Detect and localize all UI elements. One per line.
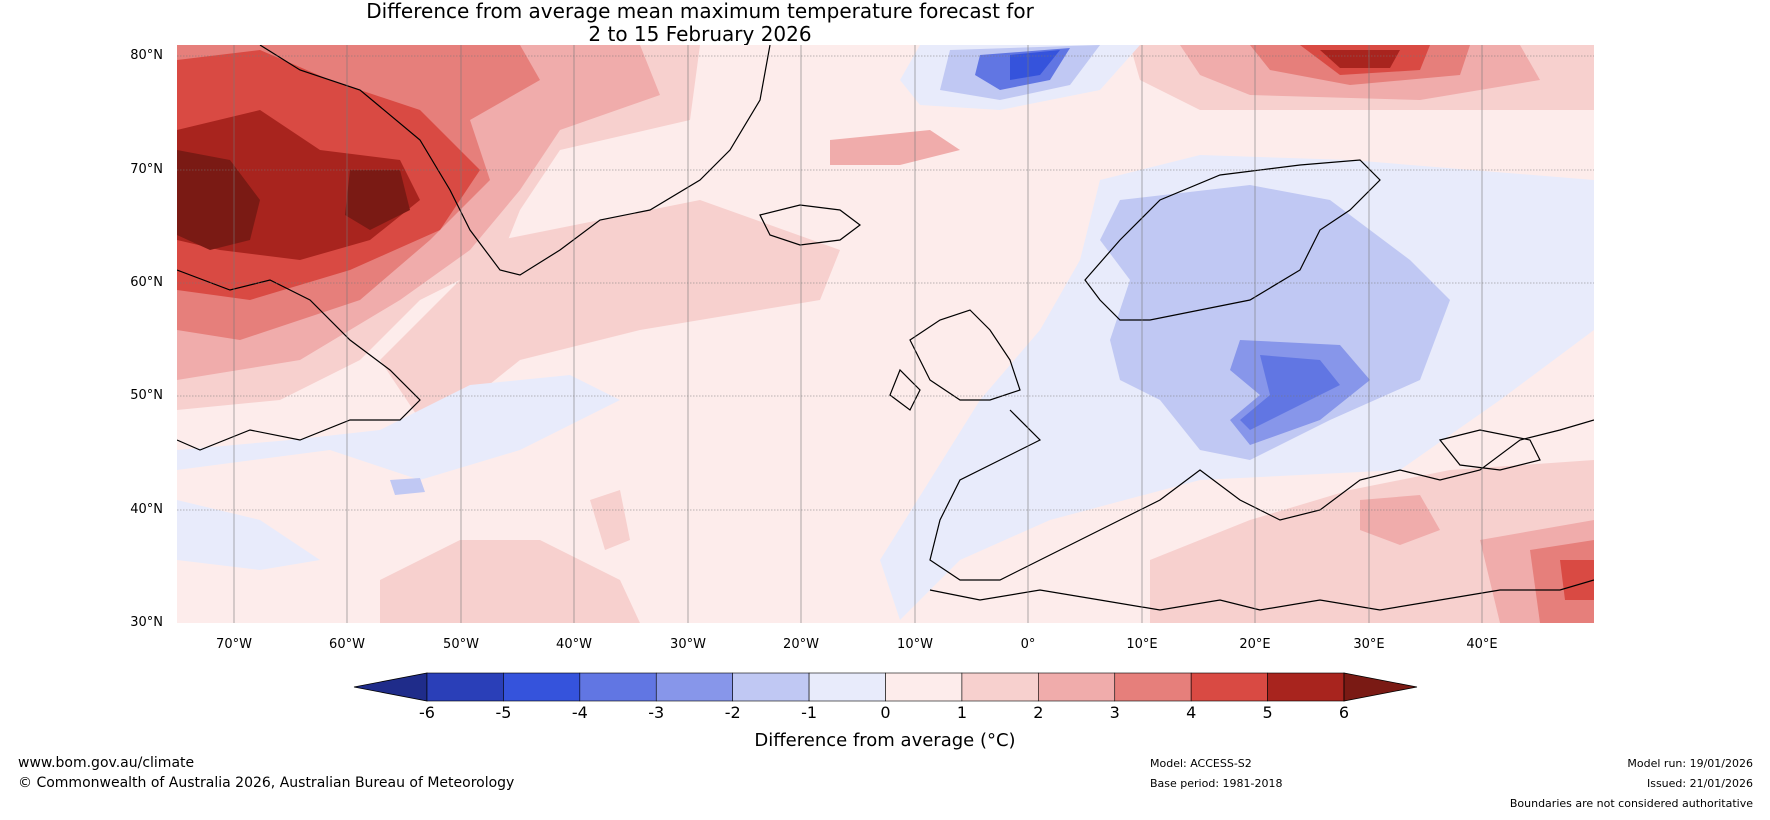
meridians [233, 45, 1483, 623]
footer-model-run: Model run: 19/01/2026 [1627, 757, 1753, 770]
colorbar-tick-label: -5 [495, 703, 511, 722]
footer-copyright: © Commonwealth of Australia 2026, Austra… [18, 775, 515, 791]
anomaly-region-westatlantic-cold [177, 375, 620, 570]
colorbar-segment [655, 672, 733, 702]
anomaly-region-midatlantic-2to3 [830, 130, 960, 165]
colorbar-tick-label: 6 [1339, 703, 1349, 722]
lat-label-30: 30°N [130, 615, 163, 630]
anomaly-region-europe-cold-2 [1100, 185, 1450, 460]
chart-title: Difference from average mean maximum tem… [0, 0, 1400, 46]
colorbar-segment [579, 672, 657, 702]
lon-label-70w: 70°W [216, 637, 252, 652]
anomaly-region-greenland-over6 [177, 150, 410, 250]
scandinavia-coast [1084, 159, 1381, 321]
europe-coast [929, 409, 1594, 581]
colorbar-tick-label: 1 [957, 703, 967, 722]
anomaly-region-mediterranean-warm [380, 460, 1594, 623]
colorbar-segment [808, 672, 886, 702]
colorbar-tick-label: 3 [1110, 703, 1120, 722]
lon-label-60w: 60°W [329, 637, 365, 652]
lat-label-80: 80°N [130, 48, 163, 63]
colorbar-segment [961, 672, 1039, 702]
lat-label-40: 40°N [130, 502, 163, 517]
gridlines [177, 55, 1594, 511]
colorbar-extend-high [1343, 672, 1418, 702]
footer-base-period: Base period: 1981-2018 [1150, 777, 1283, 790]
labrador-coast [177, 269, 421, 451]
lon-label-40w: 40°W [556, 637, 592, 652]
colorbar-segment [885, 672, 963, 702]
colorbar-tick-label: -4 [572, 703, 588, 722]
colorbar-tick-label: -2 [725, 703, 741, 722]
colorbar-segment [426, 672, 504, 702]
lat-label-50: 50°N [130, 388, 163, 403]
lon-label-10e: 10°E [1126, 637, 1158, 652]
lon-label-20w: 20°W [783, 637, 819, 652]
colorbar: -6 -5 -4 -3 -2 -1 0 1 2 3 4 5 6 [353, 672, 1418, 722]
colorbar-tick-label: 5 [1262, 703, 1272, 722]
title-line-2: 2 to 15 February 2026 [588, 22, 812, 46]
greenland-coast [259, 45, 771, 276]
colorbar-segment [1190, 672, 1268, 702]
lon-label-20e: 20°E [1239, 637, 1271, 652]
footer-model: Model: ACCESS-S2 [1150, 757, 1252, 770]
anomaly-region-westatlantic-cold-2 [390, 478, 425, 495]
lon-label-50w: 50°W [443, 637, 479, 652]
colorbar-tick-label: -3 [648, 703, 664, 722]
lat-label-60: 60°N [130, 275, 163, 290]
anomaly-region-svalbard-5to6 [1320, 50, 1400, 68]
colorbar-tick-label: 4 [1186, 703, 1196, 722]
colorbar-tick-label: -6 [419, 703, 435, 722]
black-sea-coast [1438, 429, 1541, 471]
colorbar-tick-label: 2 [1033, 703, 1043, 722]
colorbar-tick-label: 0 [880, 703, 890, 722]
uk-ireland-coast [889, 309, 1021, 411]
colorbar-segment [1038, 672, 1116, 702]
title-line-1: Difference from average mean maximum tem… [366, 0, 1034, 23]
iceland-coast [759, 204, 861, 246]
anomaly-region-norwegian-sea-cold-4 [1010, 50, 1060, 80]
anomaly-region-europe-cold-4 [1240, 355, 1340, 430]
colorbar-segment [732, 672, 810, 702]
anomaly-field [177, 45, 1594, 623]
lon-label-30e: 30°E [1353, 637, 1385, 652]
lon-label-30w: 30°W [670, 637, 706, 652]
footer-url: www.bom.gov.au/climate [18, 755, 195, 771]
colorbar-segment [503, 672, 581, 702]
colorbar-segment [1114, 672, 1192, 702]
colorbar-extend-low [353, 672, 428, 702]
coastlines [177, 45, 1594, 611]
colorbar-title: Difference from average (°C) [754, 730, 1016, 751]
lon-label-40e: 40°E [1466, 637, 1498, 652]
anomaly-region-mediterranean-warm-4 [1560, 560, 1594, 600]
north-africa-coast [929, 579, 1594, 611]
anomaly-region-mediterranean-warm-2 [1360, 495, 1594, 623]
lon-label-0: 0° [1020, 637, 1036, 652]
footer-issued: Issued: 21/01/2026 [1646, 777, 1753, 790]
footer-disclaimer: Boundaries are not considered authoritat… [1509, 797, 1753, 810]
lon-label-10w: 10°W [897, 637, 933, 652]
lat-label-70: 70°N [130, 162, 163, 177]
colorbar-tick-label: -1 [801, 703, 817, 722]
colorbar-segment [1267, 672, 1345, 702]
anomaly-region-midatlantic-1to2 [380, 200, 840, 420]
